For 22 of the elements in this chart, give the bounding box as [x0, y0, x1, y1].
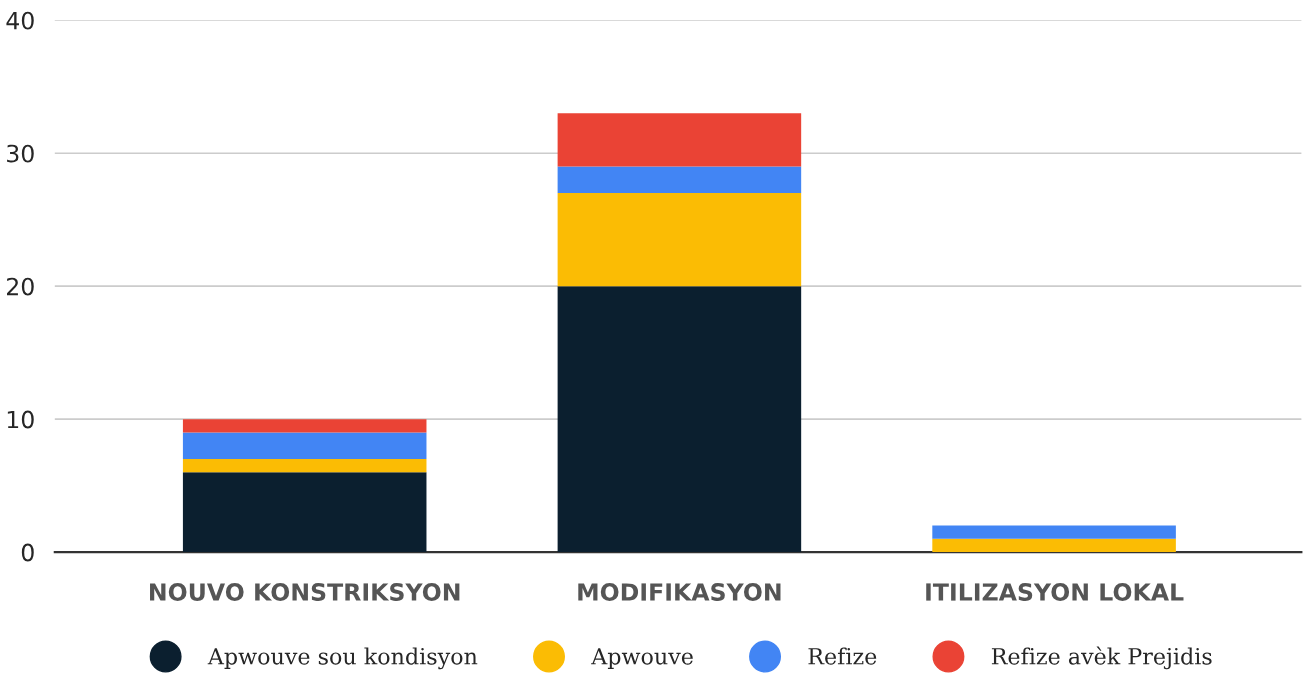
bar	[557, 113, 802, 167]
x-tick-label: NOUVO KONSTRIKSYON	[150, 583, 460, 601]
legend-label: Apwouve sou kondisyon	[207, 647, 478, 670]
y-tick-label: 30	[7, 144, 34, 163]
y-tick-label: 20	[7, 277, 34, 296]
y-tick-label: 40	[6, 11, 34, 30]
bar	[557, 286, 802, 553]
bar	[932, 525, 1176, 539]
x-tick-label: ITILIZASYON LOKAL	[926, 583, 1184, 601]
bar	[182, 459, 427, 473]
bar	[182, 432, 427, 460]
legend-label: Apwouve	[591, 648, 693, 669]
bar	[182, 419, 427, 433]
bar	[557, 166, 802, 194]
y-tick-label: 0	[21, 543, 34, 562]
legend-label: Refize avèk Prejidis	[991, 646, 1212, 670]
x-tick-label: MODIFIKASYON	[578, 583, 781, 601]
bar	[182, 472, 427, 553]
bar	[932, 538, 1176, 553]
y-tick-label: 10	[7, 410, 34, 429]
legend-label: Refize	[808, 647, 877, 665]
bar	[557, 193, 802, 287]
